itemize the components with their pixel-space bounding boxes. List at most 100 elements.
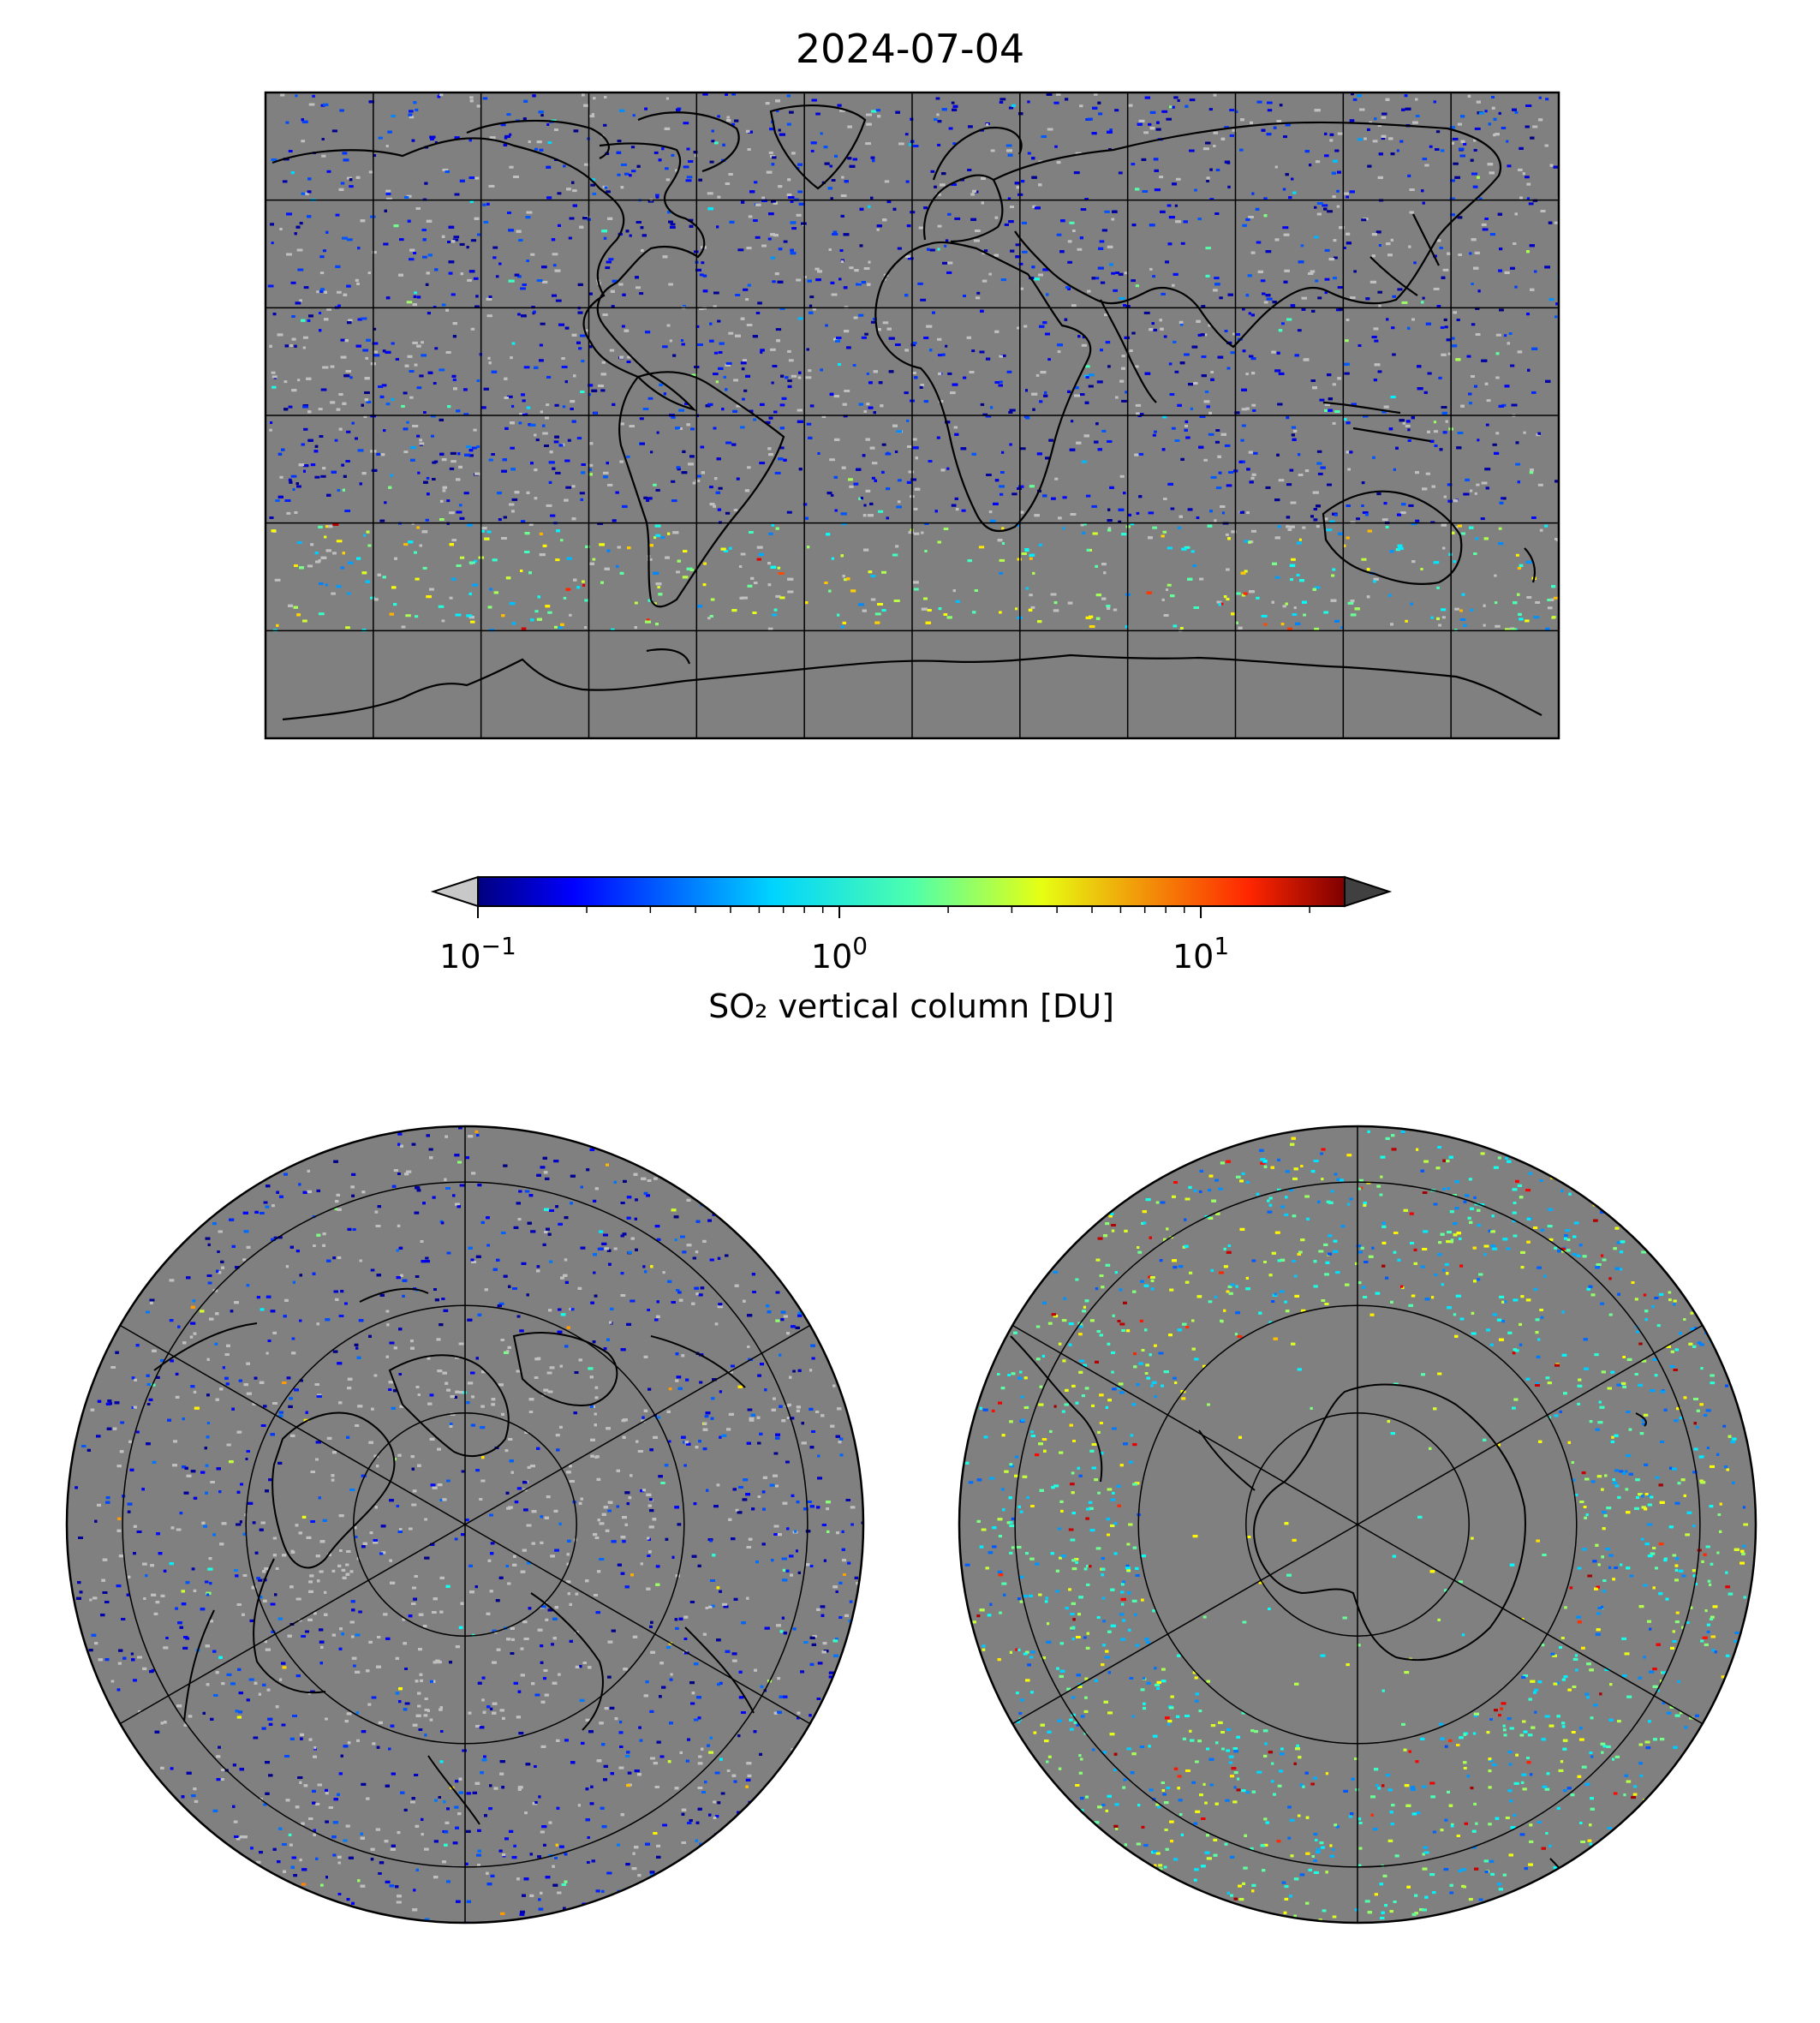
so2-pixel — [1083, 522, 1087, 526]
so2-pixel — [1220, 433, 1226, 436]
so2-pixel — [1181, 547, 1187, 551]
so2-pixel — [653, 602, 657, 606]
so2-pixel — [717, 508, 721, 511]
so2-pixel — [1282, 188, 1286, 191]
so2-pixel — [1019, 447, 1026, 451]
so2-pixel — [686, 176, 693, 179]
so2-pixel — [588, 473, 593, 476]
so2-pixel — [1159, 319, 1162, 322]
so2-pixel — [279, 475, 283, 479]
so2-pixel — [1374, 339, 1379, 343]
so2-pixel — [1422, 201, 1425, 205]
so2-pixel — [367, 544, 372, 547]
so2-pixel — [553, 440, 559, 444]
so2-pixel — [427, 312, 431, 315]
so2-pixel — [942, 261, 948, 265]
so2-pixel — [1401, 301, 1408, 304]
so2-pixel — [1320, 466, 1326, 469]
so2-pixel — [849, 266, 854, 270]
so2-pixel — [786, 510, 792, 514]
so2-pixel — [968, 125, 973, 128]
so2-pixel — [1298, 538, 1302, 541]
so2-pixel — [858, 603, 864, 606]
so2-pixel — [711, 129, 714, 133]
so2-pixel — [1192, 564, 1196, 568]
so2-pixel — [552, 294, 557, 297]
so2-pixel — [1489, 171, 1495, 175]
so2-pixel — [1405, 424, 1411, 427]
so2-pixel — [1079, 104, 1083, 108]
so2-pixel — [1107, 528, 1112, 532]
so2-pixel — [700, 445, 705, 449]
so2-pixel — [480, 527, 487, 530]
so2-pixel — [753, 219, 758, 222]
so2-pixel — [897, 479, 902, 482]
so2-pixel — [917, 282, 923, 285]
so2-pixel — [1214, 519, 1217, 522]
so2-pixel — [594, 412, 598, 415]
so2-pixel — [1054, 477, 1059, 480]
so2-pixel — [1249, 480, 1254, 484]
so2-pixel — [833, 337, 838, 341]
so2-pixel — [1471, 172, 1477, 176]
so2-pixel — [324, 318, 329, 321]
so2-pixel — [576, 437, 582, 440]
so2-pixel — [1168, 362, 1173, 366]
so2-pixel — [1173, 96, 1179, 99]
so2-pixel — [446, 499, 451, 503]
so2-pixel — [642, 408, 649, 410]
so2-pixel — [1163, 614, 1169, 617]
so2-pixel — [552, 253, 558, 256]
so2-pixel — [809, 404, 815, 408]
so2-pixel — [729, 546, 732, 550]
so2-pixel — [1453, 162, 1459, 165]
so2-pixel — [1469, 252, 1472, 255]
so2-pixel — [742, 596, 748, 600]
so2-pixel — [416, 344, 421, 348]
so2-pixel — [1487, 163, 1494, 166]
so2-pixel — [1329, 520, 1335, 523]
so2-pixel — [757, 301, 762, 305]
so2-pixel — [468, 454, 474, 457]
so2-pixel — [1266, 297, 1273, 301]
so2-pixel — [777, 566, 781, 570]
so2-pixel — [470, 327, 475, 331]
so2-pixel — [580, 391, 585, 393]
so2-pixel — [947, 261, 953, 265]
so2-pixel — [797, 420, 803, 423]
so2-pixel — [627, 355, 633, 359]
so2-pixel — [1346, 536, 1350, 540]
so2-pixel — [921, 607, 928, 611]
so2-pixel — [616, 564, 619, 568]
so2-pixel — [1047, 358, 1051, 361]
so2-pixel — [328, 525, 333, 528]
so2-pixel — [677, 559, 681, 563]
so2-pixel — [1236, 333, 1240, 336]
so2-pixel — [1261, 614, 1268, 618]
so2-pixel — [534, 610, 539, 613]
so2-pixel — [1407, 439, 1411, 442]
so2-pixel — [858, 313, 864, 317]
so2-pixel — [1278, 372, 1285, 375]
so2-pixel — [483, 220, 489, 224]
so2-pixel — [1173, 272, 1179, 276]
so2-pixel — [738, 565, 743, 568]
so2-pixel — [844, 390, 850, 392]
so2-pixel — [772, 365, 778, 367]
so2-pixel — [1065, 286, 1070, 289]
so2-pixel — [659, 383, 663, 386]
so2-pixel — [303, 286, 309, 289]
so2-pixel — [442, 168, 449, 171]
so2-pixel — [1407, 326, 1411, 330]
so2-pixel — [1336, 189, 1340, 193]
so2-pixel — [497, 492, 502, 495]
so2-pixel — [1315, 160, 1321, 164]
so2-pixel — [1482, 228, 1489, 231]
so2-pixel — [1455, 358, 1461, 361]
so2-pixel — [924, 522, 929, 525]
so2-pixel — [1326, 528, 1333, 532]
so2-pixel — [320, 556, 327, 559]
so2-pixel — [715, 380, 719, 384]
so2-pixel — [1088, 385, 1094, 388]
so2-pixel — [653, 483, 657, 486]
